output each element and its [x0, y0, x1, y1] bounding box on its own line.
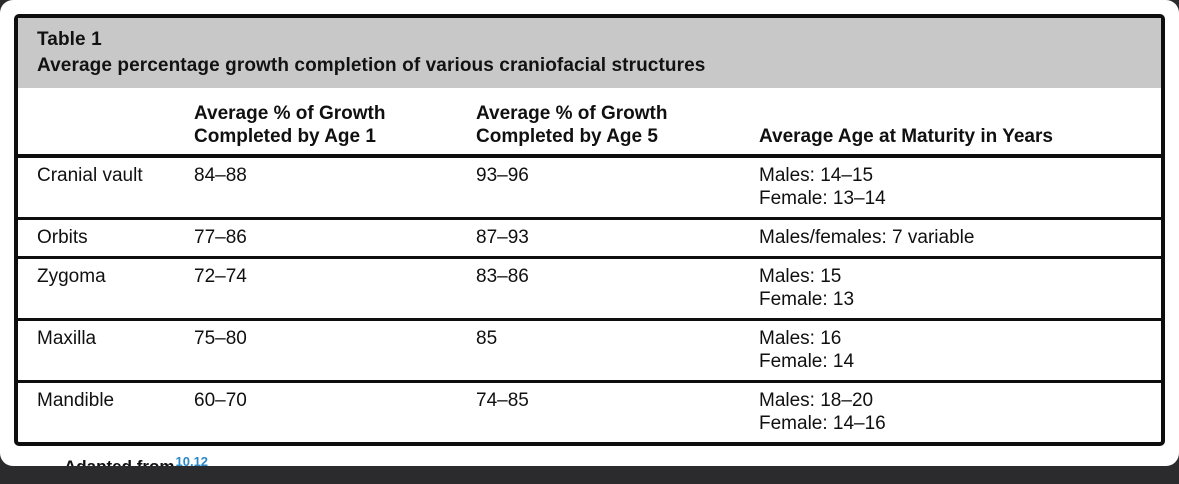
cell-structure: Orbits	[37, 227, 88, 248]
table-row-maxilla: Maxilla 75–80 85 Males: 16 Female: 14	[18, 320, 1161, 382]
table-row-zygoma: Zygoma 72–74 83–86 Males: 15 Female: 13	[18, 258, 1161, 320]
cell-age1: 60–70	[194, 390, 247, 411]
footnote-text: Adapted from	[64, 457, 175, 466]
cell-maturity: Males: 18–20 Female: 14–16	[759, 390, 886, 434]
table-row-cranial-vault: Cranial vault 84–88 93–96 Males: 14–15 F…	[18, 156, 1161, 219]
cell-maturity: Males/females: 7 variable	[759, 227, 975, 248]
table-label: Table 1	[37, 29, 102, 50]
column-header-age5: Average % of Growth Completed by Age 5	[476, 103, 668, 147]
footnote-clipped: Adapted from10,12	[64, 454, 208, 466]
cell-structure: Zygoma	[37, 266, 106, 287]
cell-age5: 85	[476, 328, 498, 349]
cell-age1: 75–80	[194, 328, 247, 349]
cell-maturity: Males: 15 Female: 13	[759, 266, 855, 310]
cell-age5: 93–96	[476, 165, 529, 186]
cell-age1: 77–86	[194, 227, 247, 248]
table-row-mandible: Mandible 60–70 74–85 Males: 18–20 Female…	[18, 382, 1161, 443]
cell-maturity: Males: 16 Female: 14	[759, 328, 855, 372]
cell-age5: 74–85	[476, 390, 529, 411]
document-page: Table 1 Average percentage growth comple…	[0, 0, 1179, 466]
header-row: Average % of Growth Completed by Age 1 A…	[18, 88, 1161, 156]
table-title-band: Table 1 Average percentage growth comple…	[18, 18, 1161, 88]
cell-age1: 84–88	[194, 165, 247, 186]
table-caption: Average percentage growth completion of …	[37, 55, 706, 76]
column-header-age1: Average % of Growth Completed by Age 1	[194, 103, 386, 147]
table-row-orbits: Orbits 77–86 87–93 Males/females: 7 vari…	[18, 219, 1161, 258]
table-1: Table 1 Average percentage growth comple…	[14, 14, 1165, 446]
cell-structure: Mandible	[37, 390, 115, 411]
cell-age5: 87–93	[476, 227, 529, 248]
cell-structure: Maxilla	[37, 328, 97, 349]
cell-maturity: Males: 14–15 Female: 13–14	[759, 165, 886, 209]
cell-age5: 83–86	[476, 266, 529, 287]
cell-age1: 72–74	[194, 266, 247, 287]
footnote-reference-numbers: 10,12	[175, 454, 209, 466]
column-header-structure	[18, 88, 194, 156]
craniofacial-growth-table: Average % of Growth Completed by Age 1 A…	[18, 88, 1161, 442]
cell-structure: Cranial vault	[37, 165, 143, 186]
column-header-maturity: Average Age at Maturity in Years	[759, 126, 1053, 147]
